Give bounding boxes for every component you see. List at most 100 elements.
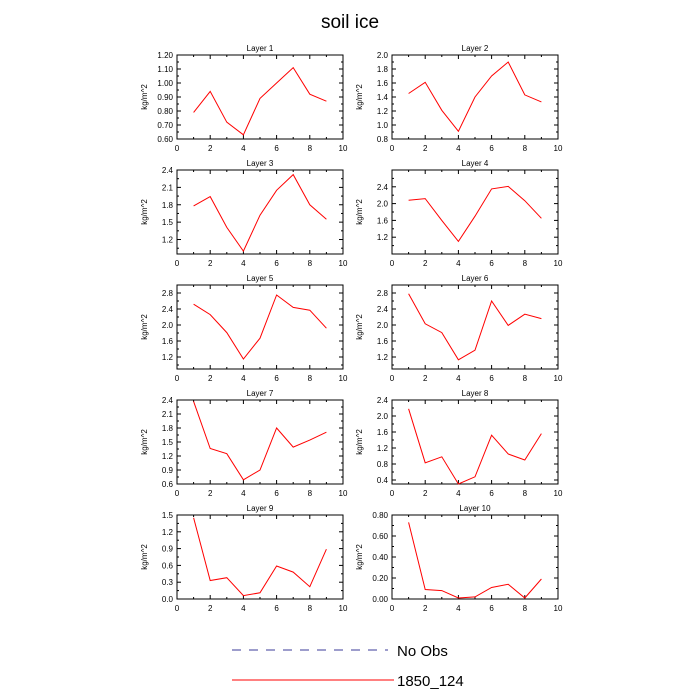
x-tick-label: 8 — [523, 374, 528, 383]
plot-frame — [176, 54, 344, 140]
y-tick-label: 2.4 — [162, 166, 174, 175]
y-tick-label: 0.9 — [162, 545, 174, 554]
x-tick-label: 6 — [274, 374, 279, 383]
y-axis-label: kg/m^2 — [355, 544, 364, 570]
y-tick-label: 0.60 — [157, 135, 173, 144]
y-axis-label: kg/m^2 — [140, 84, 149, 110]
panel-layer-7: Layer 7 kg/m^2 0 2 4 6 8 10 0.6 0.9 1.2 1.5 1.8 2.1 2.… — [140, 389, 348, 498]
panel-title: Layer 6 — [462, 274, 489, 283]
y-tick-label: 2.0 — [377, 200, 389, 209]
x-tick-label: 6 — [489, 604, 494, 613]
y-tick-label: 0.60 — [372, 532, 388, 541]
y-tick-label: 1.6 — [377, 337, 389, 346]
x-tick-label: 0 — [390, 144, 395, 153]
series-line-1850-124 — [408, 408, 542, 485]
y-tick-label: 2.1 — [162, 183, 174, 192]
x-tick-label: 2 — [423, 604, 428, 613]
plot-frame — [391, 284, 559, 370]
x-tick-label: 0 — [390, 604, 395, 613]
x-tick-label: 2 — [423, 259, 428, 268]
y-tick-label: 1.8 — [162, 201, 174, 210]
y-tick-label: 1.2 — [377, 444, 389, 453]
x-tick-label: 8 — [308, 259, 313, 268]
y-tick-label: 0.8 — [377, 135, 389, 144]
panel-title: Layer 4 — [462, 159, 489, 168]
y-tick-label: 1.6 — [162, 337, 174, 346]
x-tick-label: 10 — [339, 259, 348, 268]
x-tick-label: 10 — [554, 489, 563, 498]
panel-title: Layer 3 — [247, 159, 274, 168]
x-tick-label: 10 — [339, 374, 348, 383]
y-tick-label: 1.2 — [377, 233, 389, 242]
y-axis-label: kg/m^2 — [140, 314, 149, 340]
x-tick-label: 4 — [241, 144, 246, 153]
y-tick-label: 1.6 — [377, 79, 389, 88]
series-line-1850-124 — [408, 522, 542, 599]
x-tick-label: 2 — [423, 489, 428, 498]
panel-layer-10: Layer 10 kg/m^2 0 2 4 6 8 10 0.00 0.20 0.40 0.60 0.8… — [355, 504, 563, 613]
y-tick-label: 0.40 — [372, 553, 388, 562]
series-line-1850-124 — [408, 61, 542, 133]
y-tick-label: 1.10 — [157, 65, 173, 74]
y-axis-label: kg/m^2 — [355, 429, 364, 455]
x-tick-label: 8 — [523, 259, 528, 268]
panel-layer-8: Layer 8 kg/m^2 0 2 4 6 8 10 0.4 0.8 1.2 1.6 2.0 2.4 — [355, 389, 563, 498]
x-tick-label: 2 — [208, 604, 213, 613]
y-tick-label: 1.8 — [377, 65, 389, 74]
x-tick-label: 0 — [390, 489, 395, 498]
legend: No Obs 1850_124 — [232, 643, 464, 690]
y-tick-label: 0.0 — [162, 595, 174, 604]
y-axis-label: kg/m^2 — [355, 314, 364, 340]
x-tick-label: 4 — [241, 604, 246, 613]
y-tick-label: 0.80 — [372, 511, 388, 520]
y-tick-label: 1.6 — [377, 428, 389, 437]
x-tick-label: 0 — [175, 374, 180, 383]
series-line-1850-124 — [193, 294, 327, 360]
y-tick-label: 0.80 — [157, 107, 173, 116]
panel-layer-9: Layer 9 kg/m^2 0 2 4 6 8 10 0.0 0.3 0.6 0.9 1.2 1.5 — [140, 504, 348, 613]
y-tick-label: 1.0 — [377, 121, 389, 130]
x-tick-label: 8 — [523, 604, 528, 613]
y-tick-label: 2.4 — [377, 183, 389, 192]
x-tick-label: 4 — [241, 374, 246, 383]
x-tick-label: 0 — [175, 259, 180, 268]
panel-title: Layer 8 — [462, 389, 489, 398]
x-tick-label: 6 — [489, 374, 494, 383]
y-axis-label: kg/m^2 — [355, 199, 364, 225]
x-tick-label: 10 — [339, 489, 348, 498]
y-tick-label: 2.0 — [162, 321, 174, 330]
y-tick-label: 1.2 — [162, 528, 174, 537]
x-tick-label: 6 — [489, 489, 494, 498]
panel-title: Layer 7 — [247, 389, 274, 398]
y-tick-label: 0.00 — [372, 595, 388, 604]
y-tick-label: 0.3 — [162, 578, 174, 587]
x-tick-label: 10 — [339, 144, 348, 153]
series-line-1850-124 — [193, 66, 327, 136]
panel-layer-1: Layer 1 kg/m^2 0 2 4 6 8 10 0.60 0.70 0.80 0.90 1.00… — [140, 44, 348, 153]
plot-frame — [176, 399, 344, 485]
y-tick-label: 1.4 — [377, 93, 389, 102]
y-tick-label: 0.20 — [372, 574, 388, 583]
y-tick-label: 0.8 — [377, 460, 389, 469]
x-tick-label: 8 — [308, 144, 313, 153]
y-tick-label: 2.0 — [377, 51, 389, 60]
y-tick-label: 1.5 — [162, 511, 174, 520]
x-tick-label: 4 — [241, 489, 246, 498]
x-tick-label: 0 — [175, 489, 180, 498]
plot-frame — [176, 514, 344, 600]
x-tick-label: 10 — [554, 259, 563, 268]
x-tick-label: 8 — [308, 489, 313, 498]
x-tick-label: 6 — [274, 604, 279, 613]
plot-frame — [176, 284, 344, 370]
x-tick-label: 2 — [423, 374, 428, 383]
x-tick-label: 2 — [423, 144, 428, 153]
y-tick-label: 1.2 — [162, 353, 174, 362]
y-tick-label: 0.4 — [377, 476, 389, 485]
panel-title: Layer 5 — [247, 274, 274, 283]
y-tick-label: 2.1 — [162, 410, 174, 419]
y-tick-label: 1.00 — [157, 79, 173, 88]
panel-layer-3: Layer 3 kg/m^2 0 2 4 6 8 10 1.2 1.5 1.8 2.1 2.4 — [140, 159, 348, 268]
y-tick-label: 2.4 — [377, 305, 389, 314]
panel-grid: Layer 1kg/m^20 2 4 6 8 100.600.700.800.901.00… — [140, 44, 563, 613]
y-tick-label: 0.70 — [157, 121, 173, 130]
